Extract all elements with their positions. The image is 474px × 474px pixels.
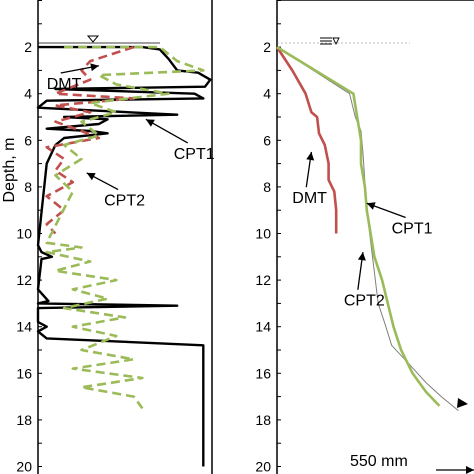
- y-tick-label: 20: [255, 459, 271, 474]
- right-series-group: [275, 45, 459, 411]
- y-tick-label: 14: [255, 319, 271, 335]
- series-cpt1-line: [36, 45, 212, 467]
- left-panel: 2 4 6 8 10 12 14 16 18 20 Depth, m DMT CPT1 CPT2: [1, 0, 215, 474]
- y-tick-label: 16: [16, 365, 32, 381]
- annotation-dmt: DMT: [292, 190, 327, 207]
- y-tick-label: 2: [24, 39, 32, 55]
- y-tick-label: 6: [24, 132, 32, 148]
- series-cpt2-line: [276, 45, 441, 407]
- annotation-cpt2: CPT2: [104, 193, 145, 210]
- right-panel: 2 4 6 8 10 12 14 16 18 20 DMT CPT1 CPT2 550 mm: [255, 0, 474, 474]
- y-tick-label: 2: [263, 39, 271, 55]
- right-annotations: DMT CPT1 CPT2: [292, 151, 468, 408]
- annotation-arrow: [145, 118, 189, 144]
- y-tick-label: 14: [16, 319, 32, 335]
- y-tick-label: 4: [24, 86, 32, 102]
- annotation-arrowhead: [366, 202, 376, 210]
- water-table-symbol: [320, 37, 340, 46]
- left-series-group: [36, 45, 212, 467]
- annotation-arrowhead: [357, 252, 366, 261]
- annotation-arrowhead: [145, 119, 155, 127]
- annotation-cpt1: CPT1: [174, 146, 215, 163]
- series-dmt-line: [275, 46, 338, 234]
- y-tick-label: 8: [263, 179, 271, 195]
- y-tick-label: 12: [255, 272, 271, 288]
- annotation-cpt1: CPT1: [392, 221, 433, 238]
- y-tick-label: 18: [255, 412, 271, 428]
- cpt1-end-arrowhead: [457, 398, 468, 408]
- y-tick-label: 10: [16, 226, 32, 242]
- right-y-ticks: 2 4 6 8 10 12 14 16 18 20: [255, 0, 281, 474]
- annotation-dmt: DMT: [47, 76, 82, 93]
- y-tick-label: 10: [255, 226, 271, 242]
- series-cpt2-line: [45, 45, 205, 410]
- y-tick-label: 20: [16, 459, 32, 474]
- series-dmt-line: [45, 45, 135, 235]
- annotation-cpt2: CPT2: [344, 293, 385, 310]
- y-tick-label: 16: [255, 365, 271, 381]
- y-tick-label: 18: [16, 412, 32, 428]
- y-tick-label: 6: [263, 132, 271, 148]
- y-tick-label: 12: [16, 272, 32, 288]
- y-tick-label: 8: [24, 179, 32, 195]
- annotation-arrowhead: [86, 172, 96, 181]
- annotation-arrowhead: [306, 151, 315, 161]
- water-table-marker: [86, 35, 100, 43]
- annotation-arrowhead: [90, 63, 99, 72]
- scale-bar-arrowhead: [466, 466, 474, 474]
- series-cpt1-line: [276, 46, 459, 411]
- scale-bar-label: 550 mm: [350, 453, 408, 470]
- left-annotations: DMT CPT1 CPT2: [47, 63, 215, 210]
- left-y-axis-label: Depth, m: [1, 138, 18, 203]
- y-tick-label: 4: [263, 86, 271, 102]
